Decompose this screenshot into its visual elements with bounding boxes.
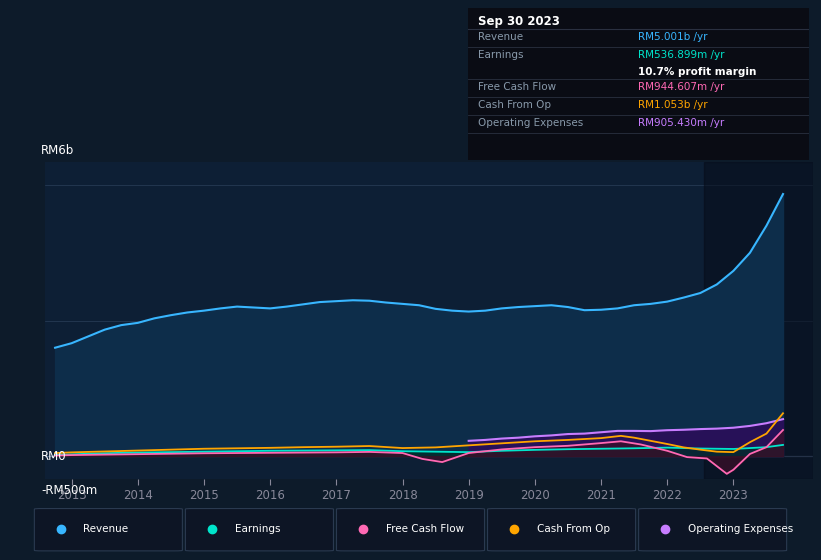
Text: Cash From Op: Cash From Op (478, 100, 551, 110)
Text: RM6b: RM6b (41, 144, 74, 157)
Text: RM5.001b /yr: RM5.001b /yr (639, 32, 708, 42)
Text: 10.7% profit margin: 10.7% profit margin (639, 67, 757, 77)
Bar (704, 162, 813, 479)
Text: -RM500m: -RM500m (41, 483, 98, 497)
Text: Cash From Op: Cash From Op (537, 524, 610, 534)
Text: Sep 30 2023: Sep 30 2023 (478, 15, 560, 28)
Text: RM536.899m /yr: RM536.899m /yr (639, 50, 725, 60)
FancyBboxPatch shape (34, 508, 182, 551)
Text: Operating Expenses: Operating Expenses (688, 524, 793, 534)
Text: RM0: RM0 (41, 450, 67, 463)
FancyBboxPatch shape (488, 508, 635, 551)
Text: Free Cash Flow: Free Cash Flow (478, 82, 557, 92)
Text: Operating Expenses: Operating Expenses (478, 118, 584, 128)
Text: RM1.053b /yr: RM1.053b /yr (639, 100, 708, 110)
FancyBboxPatch shape (337, 508, 484, 551)
FancyBboxPatch shape (639, 508, 787, 551)
Text: Revenue: Revenue (478, 32, 523, 42)
Text: Earnings: Earnings (478, 50, 524, 60)
Text: RM944.607m /yr: RM944.607m /yr (639, 82, 725, 92)
Text: Earnings: Earnings (235, 524, 280, 534)
FancyBboxPatch shape (186, 508, 333, 551)
Text: RM905.430m /yr: RM905.430m /yr (639, 118, 725, 128)
Text: Revenue: Revenue (84, 524, 129, 534)
Text: Free Cash Flow: Free Cash Flow (386, 524, 464, 534)
